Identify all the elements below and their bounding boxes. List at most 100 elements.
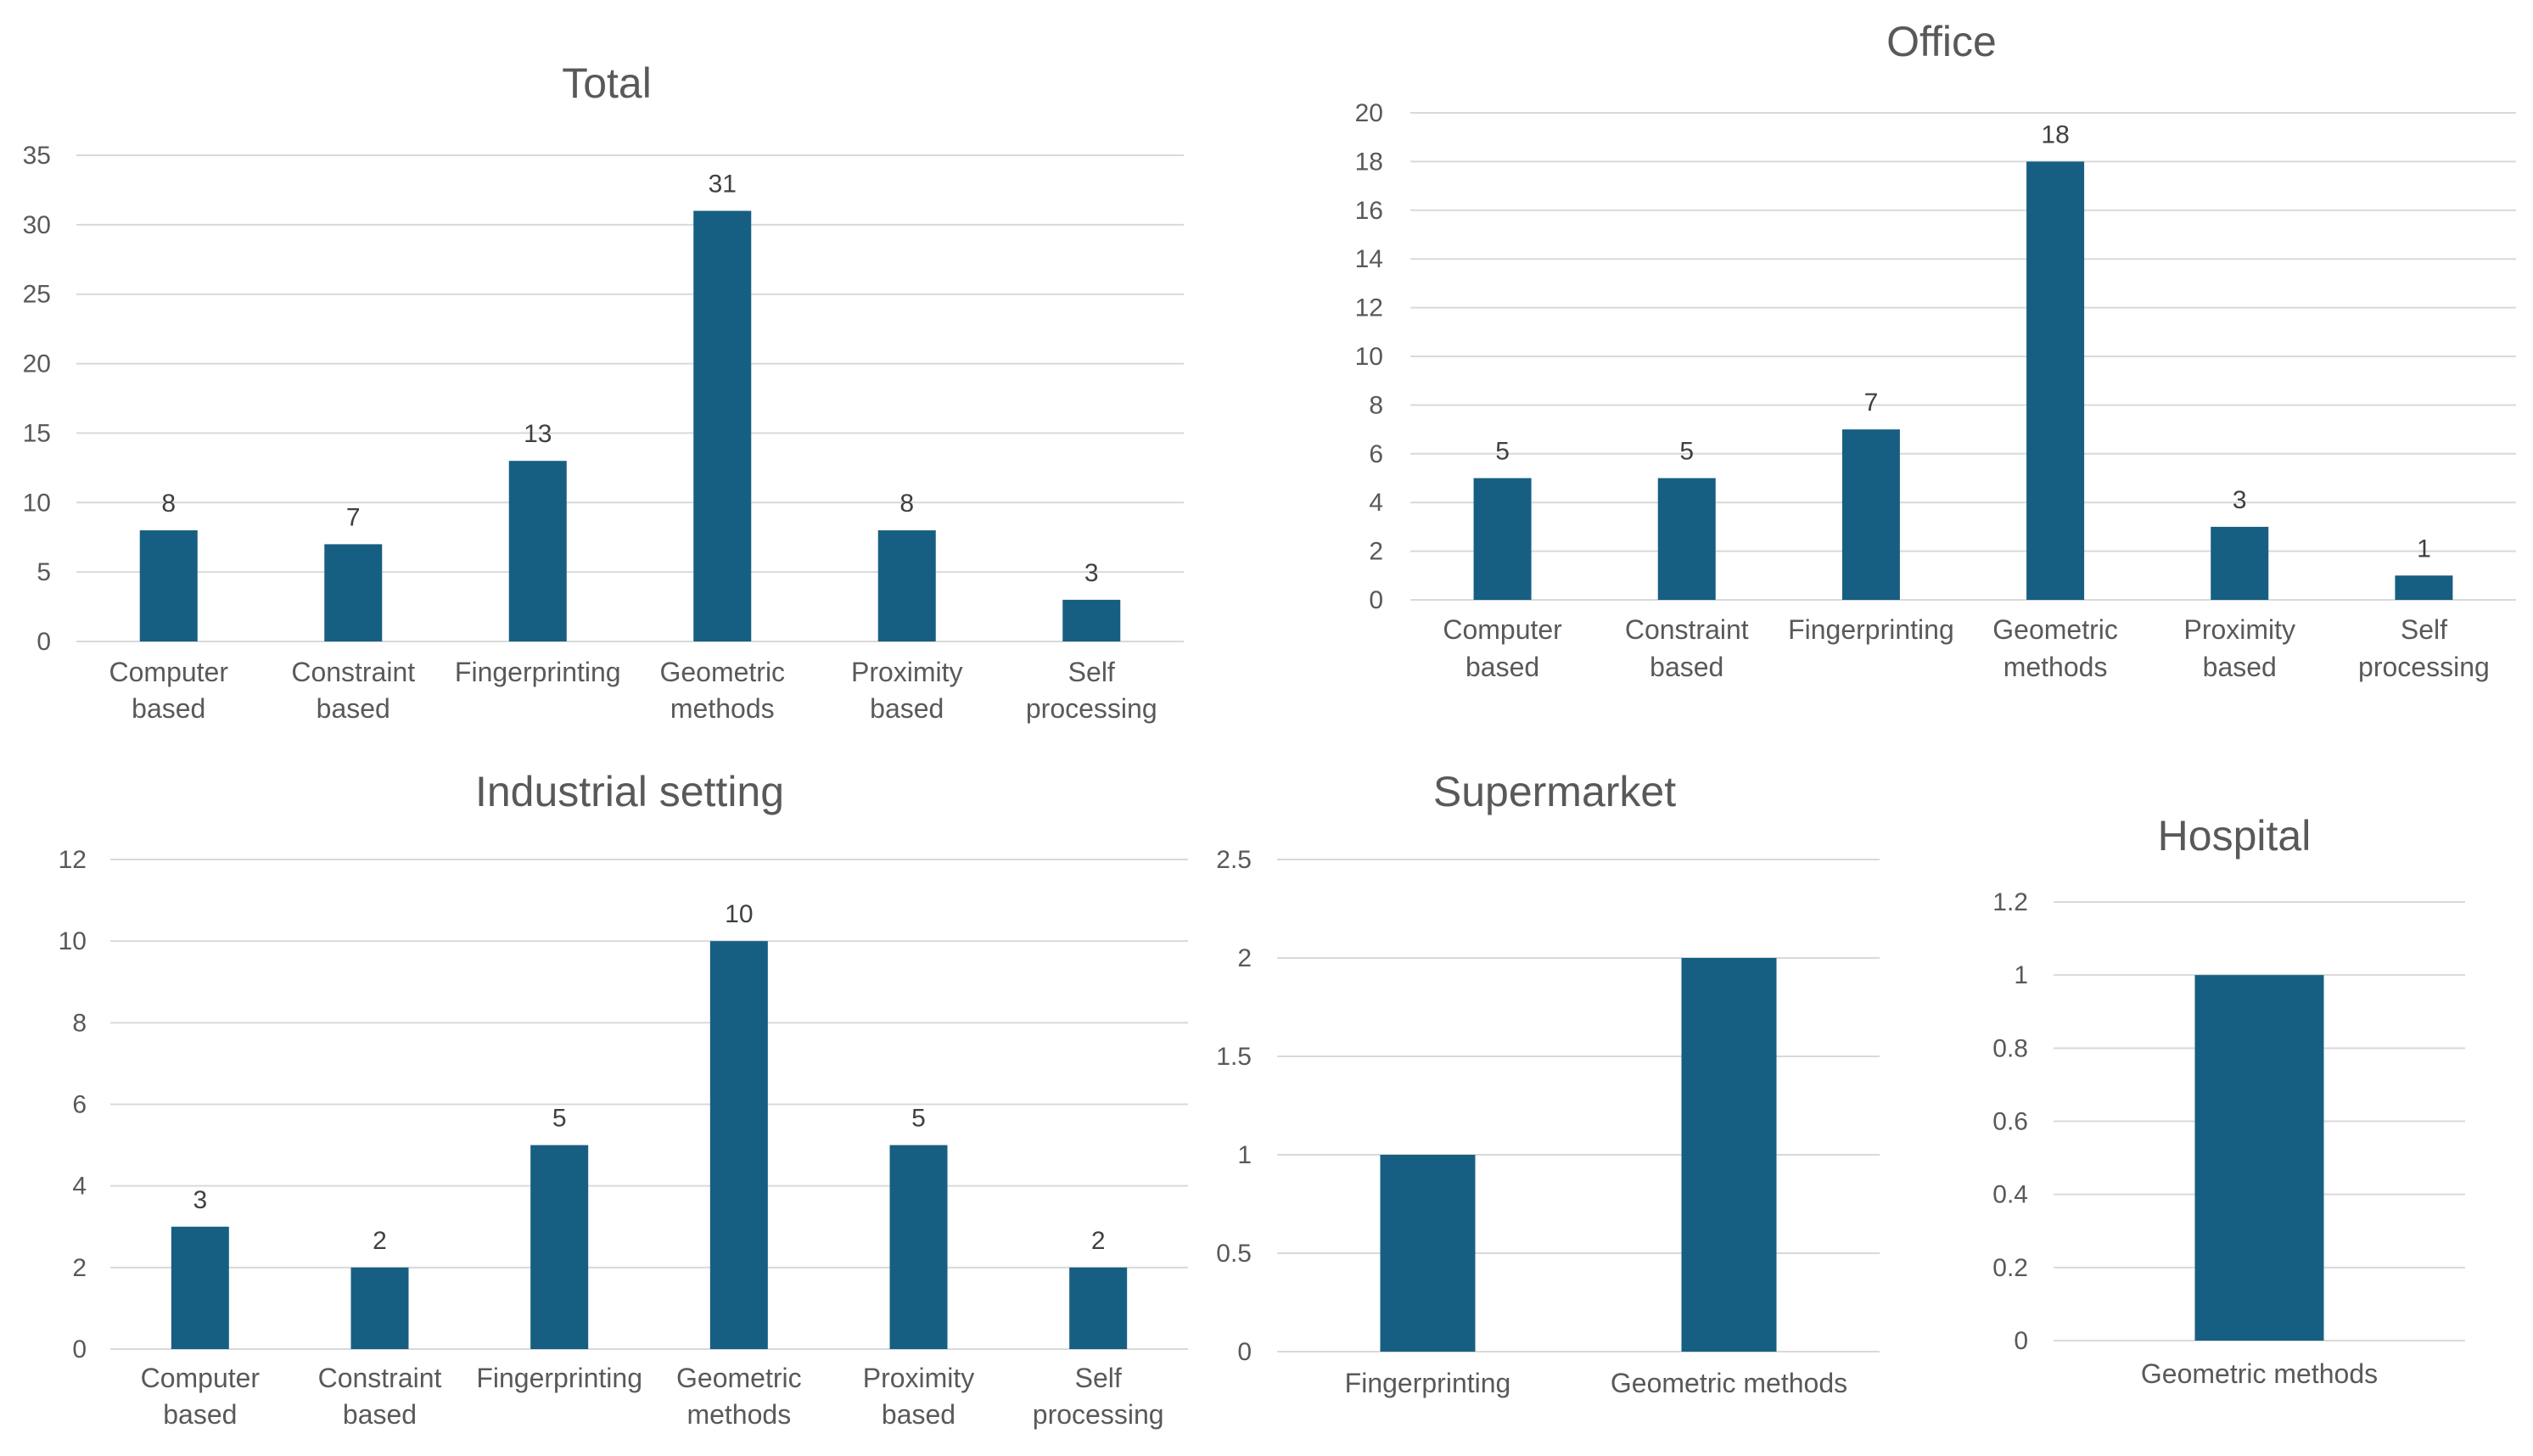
category-label: methods — [686, 1399, 791, 1430]
category-label: based — [882, 1399, 955, 1430]
bar — [2026, 161, 2085, 600]
y-tick-label: 1 — [2014, 961, 2028, 989]
y-tick-label: 14 — [1355, 245, 1383, 273]
category-label: Geometric methods — [2141, 1358, 2378, 1389]
data-label: 3 — [193, 1186, 207, 1214]
y-tick-label: 25 — [23, 281, 51, 309]
y-tick-label: 35 — [23, 142, 51, 170]
chart-industrial: Industrial setting 0 2 4 6 8 10 12 3 Computer base… — [59, 768, 1188, 1430]
category-label: based — [317, 693, 390, 724]
y-tick-label: 30 — [23, 211, 51, 239]
bar — [324, 544, 383, 641]
category-label: Geometric — [676, 1363, 802, 1393]
category-label: based — [343, 1399, 417, 1430]
data-label: 7 — [346, 503, 361, 531]
data-label: 13 — [524, 420, 552, 448]
category-label: Self — [1075, 1363, 1122, 1393]
y-tick-label: 0.4 — [1992, 1181, 2028, 1209]
y-tick-label: 10 — [1355, 343, 1383, 371]
y-tick-label: 2 — [1237, 944, 1252, 972]
data-label: 31 — [709, 170, 737, 198]
category-label: Geometric — [1992, 614, 2118, 645]
category-label: Fingerprinting — [1345, 1368, 1511, 1398]
category-label: based — [1465, 652, 1539, 682]
category-label: based — [2203, 652, 2277, 682]
data-label: 18 — [2041, 120, 2069, 148]
category-label: Fingerprinting — [1788, 614, 1954, 645]
category-label: Fingerprinting — [455, 657, 621, 687]
category-label: Proximity — [2183, 614, 2295, 645]
y-tick-label: 4 — [72, 1173, 87, 1201]
chart-supermarket: Supermarket 0 0.5 1 1.5 2 2.5 Fingerprinting Geo… — [1216, 768, 1880, 1398]
category-label: Proximity — [851, 657, 963, 687]
category-label: methods — [670, 693, 775, 724]
chart-hospital: Hospital 0 0.2 0.4 0.6 0.8 1 1.2 Geometric metho… — [1992, 812, 2465, 1389]
bar — [350, 1267, 409, 1349]
category-label: methods — [2003, 652, 2108, 682]
category-label: processing — [2358, 652, 2490, 682]
category-label: Constraint — [318, 1363, 442, 1393]
data-label: 8 — [899, 490, 914, 518]
y-tick-label: 1.2 — [1992, 888, 2028, 916]
data-label: 7 — [1864, 389, 1879, 417]
bar — [171, 1226, 229, 1349]
bar — [1473, 478, 1532, 600]
category-label: based — [132, 693, 205, 724]
data-label: 10 — [725, 900, 753, 928]
chart-title: Hospital — [2158, 812, 2312, 860]
y-tick-label: 2 — [1369, 538, 1383, 566]
y-tick-label: 0 — [36, 628, 51, 656]
y-tick-label: 15 — [23, 419, 51, 447]
y-tick-label: 1.5 — [1216, 1043, 1252, 1071]
bar — [508, 461, 567, 641]
y-tick-label: 5 — [36, 558, 51, 586]
data-label: 3 — [1084, 559, 1099, 587]
y-tick-label: 18 — [1355, 148, 1383, 176]
chart-title: Office — [1886, 18, 1997, 65]
y-tick-label: 0.2 — [1992, 1254, 2028, 1282]
category-label: Fingerprinting — [476, 1363, 642, 1393]
y-tick-label: 0 — [72, 1336, 87, 1364]
category-label: based — [1650, 652, 1723, 682]
chart-title: Total — [562, 59, 652, 107]
category-label: Constraint — [1625, 614, 1749, 645]
y-tick-label: 16 — [1355, 197, 1383, 225]
data-label: 5 — [1679, 438, 1694, 466]
y-tick-label: 6 — [72, 1091, 87, 1119]
data-label: 8 — [161, 490, 176, 518]
category-label: Geometric methods — [1611, 1368, 1847, 1398]
y-tick-label: 20 — [23, 350, 51, 378]
category-label: Self — [1068, 657, 1115, 687]
data-label: 5 — [911, 1105, 926, 1133]
data-label: 5 — [552, 1105, 567, 1133]
bar — [1062, 599, 1121, 641]
y-tick-label: 0 — [1369, 586, 1383, 614]
bar — [139, 530, 198, 641]
category-label: processing — [1033, 1399, 1164, 1430]
y-tick-label: 12 — [1355, 294, 1383, 322]
bar — [889, 1145, 948, 1349]
category-label: Self — [2401, 614, 2447, 645]
category-label: Geometric — [659, 657, 785, 687]
category-label: Computer — [141, 1363, 261, 1393]
chart-office: Office 0 2 4 6 8 10 12 14 16 18 20 5 Computer based 5 Co… — [1355, 18, 2516, 682]
data-label: 5 — [1495, 438, 1510, 466]
y-tick-label: 10 — [23, 489, 51, 517]
bar — [1380, 1155, 1476, 1352]
y-tick-label: 0.5 — [1216, 1240, 1252, 1268]
y-tick-label: 10 — [59, 927, 87, 955]
data-label: 2 — [373, 1227, 387, 1255]
y-tick-label: 0 — [1237, 1338, 1252, 1366]
chart-title: Supermarket — [1433, 768, 1676, 815]
category-label: Proximity — [863, 1363, 975, 1393]
bar — [2211, 526, 2269, 600]
y-tick-label: 8 — [72, 1009, 87, 1037]
chart-title: Industrial setting — [475, 768, 784, 815]
bar — [530, 1145, 589, 1349]
bar — [709, 941, 768, 1349]
y-tick-label: 1 — [1237, 1141, 1252, 1169]
y-tick-label: 20 — [1355, 99, 1383, 127]
y-tick-label: 2 — [72, 1254, 87, 1282]
bar — [1657, 478, 1716, 600]
